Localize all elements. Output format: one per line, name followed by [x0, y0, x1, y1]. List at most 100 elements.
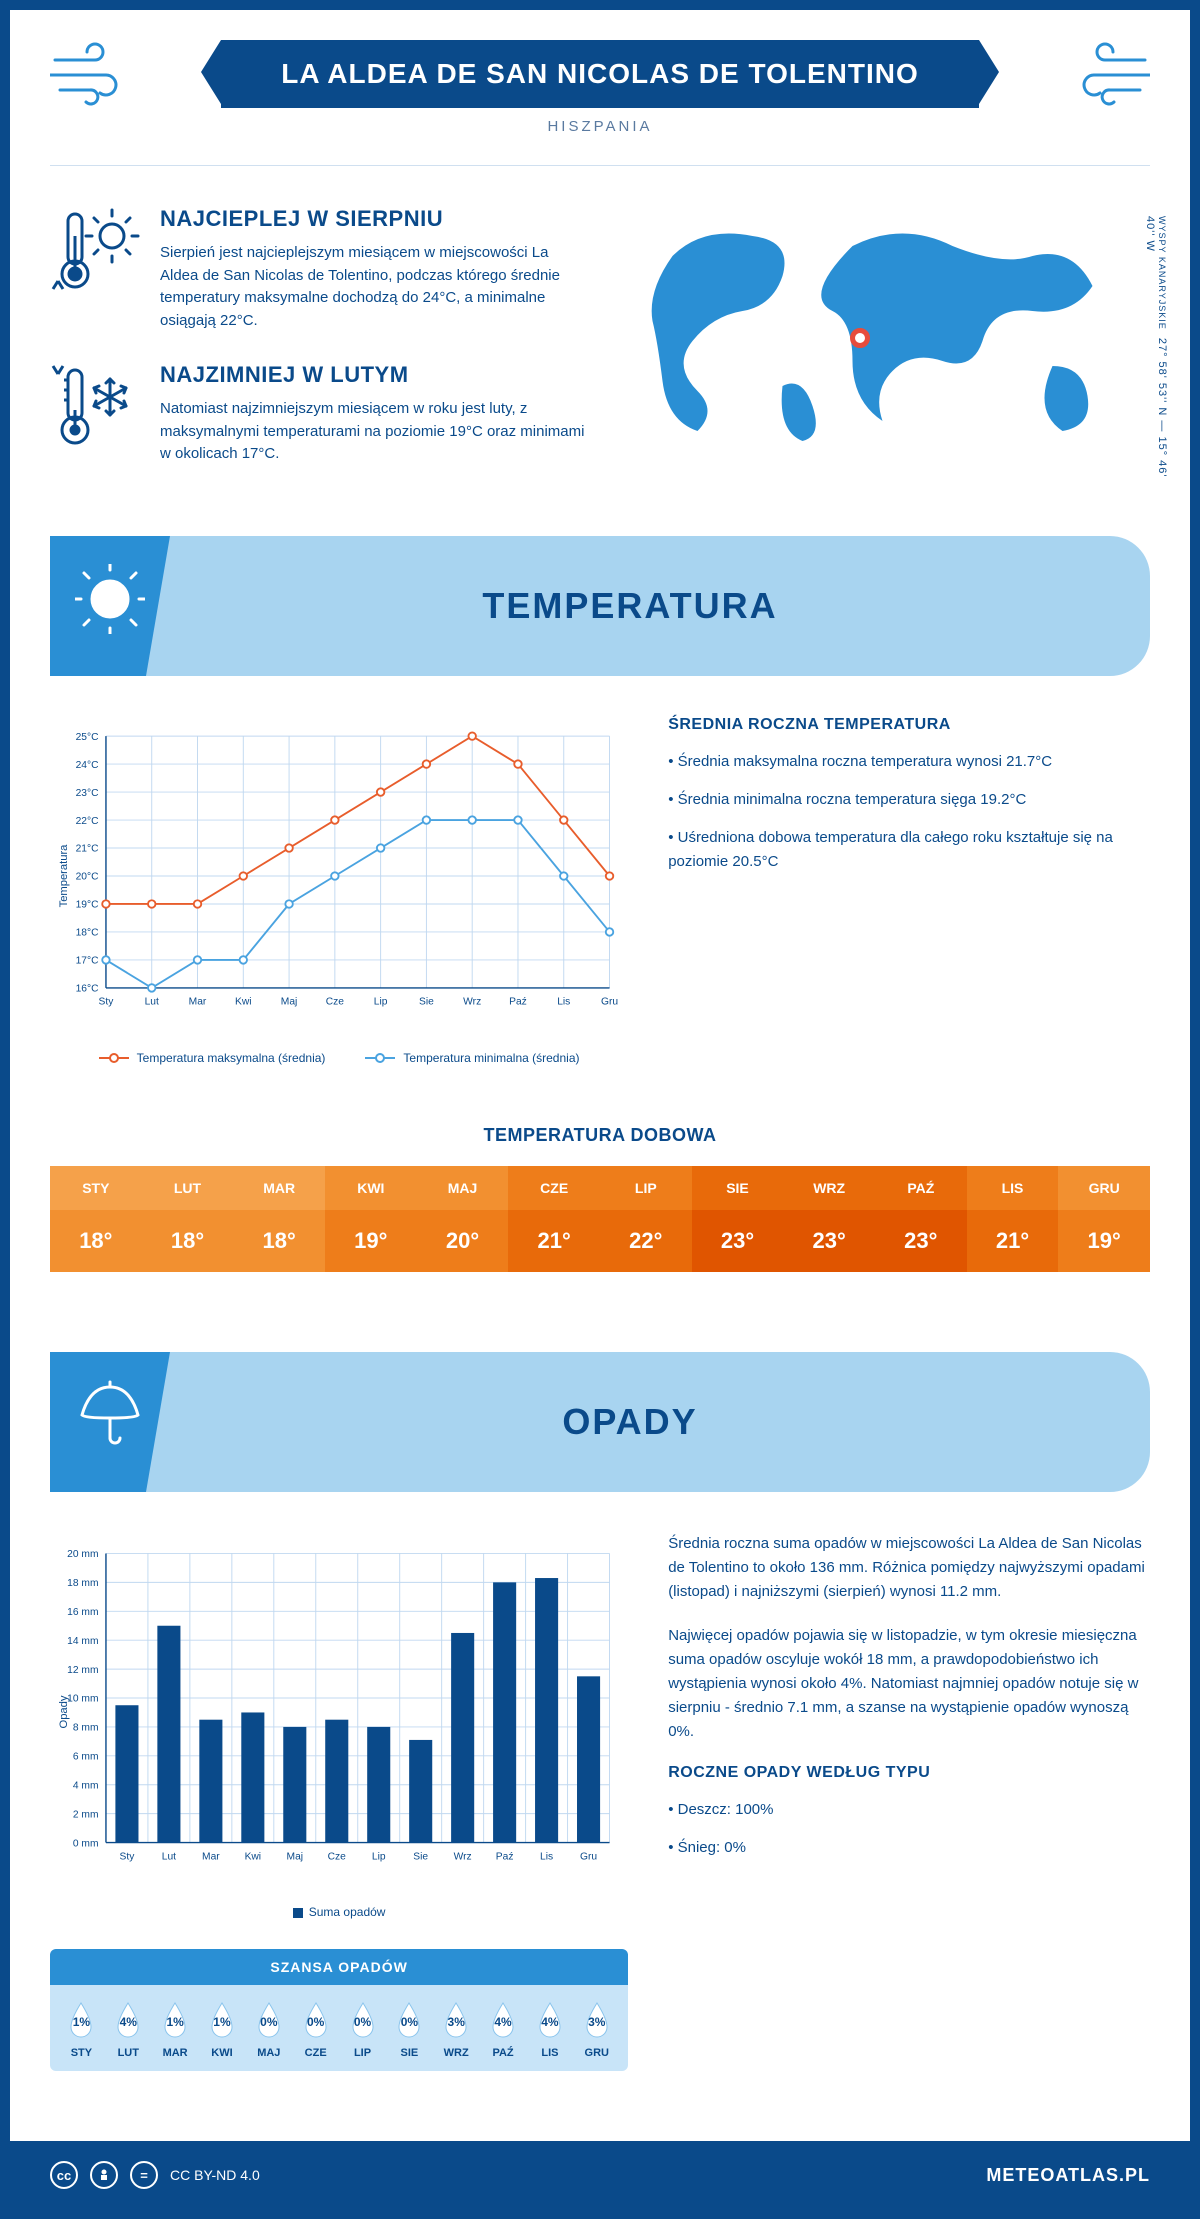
- table-value-cell: 18°: [50, 1210, 142, 1272]
- nd-icon: =: [130, 2161, 158, 2189]
- chart-legend: Temperatura maksymalna (średnia) Tempera…: [50, 1051, 628, 1065]
- temperature-info: ŚREDNIA ROCZNA TEMPERATURA • Średnia mak…: [668, 716, 1150, 1065]
- svg-text:Paź: Paź: [509, 997, 527, 1008]
- table-value-cell: 19°: [1058, 1210, 1150, 1272]
- svg-text:Sty: Sty: [120, 1851, 136, 1862]
- info-bullet: • Średnia minimalna roczna temperatura s…: [668, 788, 1150, 812]
- table-value-cell: 21°: [508, 1210, 600, 1272]
- table-header-cell: PAŹ: [875, 1166, 967, 1210]
- drop-icon: 1%: [206, 2001, 238, 2041]
- svg-text:Cze: Cze: [328, 1851, 347, 1862]
- svg-text:20 mm: 20 mm: [67, 1549, 98, 1560]
- chance-cell: 1% KWI: [199, 2001, 246, 2059]
- thermometer-snow-icon: [50, 362, 140, 466]
- table-header-cell: MAR: [233, 1166, 325, 1210]
- page-title: LA ALDEA DE SAN NICOLAS DE TOLENTINO: [221, 40, 979, 108]
- svg-text:Maj: Maj: [287, 1851, 304, 1862]
- svg-text:22°C: 22°C: [76, 816, 100, 827]
- drop-icon: 3%: [440, 2001, 472, 2041]
- chance-cell: 0% LIP: [339, 2001, 386, 2059]
- svg-text:17°C: 17°C: [76, 956, 100, 967]
- table-value-cell: 20°: [417, 1210, 509, 1272]
- sun-icon: [75, 564, 145, 648]
- svg-text:Mar: Mar: [189, 997, 207, 1008]
- table-header-cell: SIE: [692, 1166, 784, 1210]
- svg-text:Lut: Lut: [162, 1851, 176, 1862]
- wind-icon: [50, 40, 140, 122]
- drop-icon: 1%: [65, 2001, 97, 2041]
- table-header-cell: STY: [50, 1166, 142, 1210]
- section-title: TEMPERATURA: [110, 585, 1150, 627]
- map-block: WYSPY KANARYJSKIE 27° 58' 53'' N — 15° 4…: [615, 206, 1150, 496]
- site-name: METEOATLAS.PL: [986, 2165, 1150, 2186]
- warm-text: Sierpień jest najcieplejszym miesiącem w…: [160, 242, 585, 332]
- svg-text:16 mm: 16 mm: [67, 1607, 98, 1618]
- svg-text:Sty: Sty: [99, 997, 115, 1008]
- chance-cell: 1% MAR: [152, 2001, 199, 2059]
- coldest-block: NAJZIMNIEJ W LUTYM Natomiast najzimniejs…: [50, 362, 585, 466]
- warm-heading: NAJCIEPLEJ W SIERPNIU: [160, 206, 585, 232]
- svg-text:16°C: 16°C: [76, 984, 100, 995]
- info-bullet: • Średnia maksymalna roczna temperatura …: [668, 750, 1150, 774]
- svg-text:24°C: 24°C: [76, 760, 100, 771]
- daily-temperature-table: STYLUTMARKWIMAJCZELIPSIEWRZPAŹLISGRU18°1…: [50, 1166, 1150, 1272]
- svg-text:Maj: Maj: [281, 997, 298, 1008]
- chance-heading: SZANSA OPADÓW: [50, 1949, 628, 1985]
- table-value-cell: 23°: [783, 1210, 875, 1272]
- chance-cell: 0% SIE: [386, 2001, 433, 2059]
- svg-text:Gru: Gru: [601, 997, 618, 1008]
- footer: cc = CC BY-ND 4.0 METEOATLAS.PL: [10, 2141, 1190, 2209]
- section-title: OPADY: [110, 1401, 1150, 1443]
- info-bullet: • Uśredniona dobowa temperatura dla całe…: [668, 826, 1150, 874]
- svg-text:Cze: Cze: [326, 997, 345, 1008]
- precip-info: Średnia roczna suma opadów w miejscowośc…: [668, 1532, 1150, 2071]
- svg-text:Lis: Lis: [540, 1851, 553, 1862]
- svg-text:10 mm: 10 mm: [67, 1694, 98, 1705]
- table-header-cell: MAJ: [417, 1166, 509, 1210]
- svg-text:Lut: Lut: [145, 997, 159, 1008]
- world-map-icon: [615, 206, 1150, 446]
- svg-text:12 mm: 12 mm: [67, 1665, 98, 1676]
- temperature-section-header: TEMPERATURA: [50, 536, 1150, 676]
- svg-text:Temperatura: Temperatura: [58, 844, 70, 908]
- coordinates: WYSPY KANARYJSKIE 27° 58' 53'' N — 15° 4…: [1144, 216, 1168, 496]
- table-header-cell: WRZ: [783, 1166, 875, 1210]
- drop-icon: 1%: [159, 2001, 191, 2041]
- table-header-cell: LIS: [967, 1166, 1059, 1210]
- umbrella-icon: [75, 1380, 145, 1464]
- svg-text:Lip: Lip: [372, 1851, 386, 1862]
- daily-heading: TEMPERATURA DOBOWA: [10, 1125, 1190, 1146]
- temperature-chart: 16°C17°C18°C19°C20°C21°C22°C23°C24°C25°C…: [50, 716, 628, 1065]
- table-header-cell: LIP: [600, 1166, 692, 1210]
- svg-text:25°C: 25°C: [76, 732, 100, 743]
- precip-section-header: OPADY: [50, 1352, 1150, 1492]
- table-header-cell: CZE: [508, 1166, 600, 1210]
- drop-icon: 0%: [347, 2001, 379, 2041]
- svg-text:18°C: 18°C: [76, 928, 100, 939]
- svg-text:6 mm: 6 mm: [73, 1752, 99, 1763]
- info-heading: ŚREDNIA ROCZNA TEMPERATURA: [668, 716, 1150, 734]
- table-header-cell: GRU: [1058, 1166, 1150, 1210]
- drop-icon: 0%: [253, 2001, 285, 2041]
- svg-text:Mar: Mar: [202, 1851, 220, 1862]
- by-icon: [90, 2161, 118, 2189]
- svg-text:Kwi: Kwi: [245, 1851, 262, 1862]
- table-value-cell: 19°: [325, 1210, 417, 1272]
- drop-icon: 4%: [487, 2001, 519, 2041]
- svg-text:23°C: 23°C: [76, 788, 100, 799]
- chart-legend: Suma opadów: [50, 1905, 628, 1919]
- info-bullet: • Śnieg: 0%: [668, 1836, 1150, 1860]
- table-value-cell: 21°: [967, 1210, 1059, 1272]
- chance-cell: 4% PAŹ: [480, 2001, 527, 2059]
- svg-text:0 mm: 0 mm: [73, 1838, 99, 1849]
- svg-text:Wrz: Wrz: [454, 1851, 472, 1862]
- precip-chart: 0 mm2 mm4 mm6 mm8 mm10 mm12 mm14 mm16 mm…: [50, 1532, 628, 2071]
- chance-cell: 3% WRZ: [433, 2001, 480, 2059]
- svg-text:Wrz: Wrz: [463, 997, 481, 1008]
- table-value-cell: 23°: [692, 1210, 784, 1272]
- svg-text:Sie: Sie: [419, 997, 434, 1008]
- wind-icon: [1060, 40, 1150, 122]
- table-value-cell: 22°: [600, 1210, 692, 1272]
- table-header-cell: LUT: [142, 1166, 234, 1210]
- chance-cell: 4% LIS: [526, 2001, 573, 2059]
